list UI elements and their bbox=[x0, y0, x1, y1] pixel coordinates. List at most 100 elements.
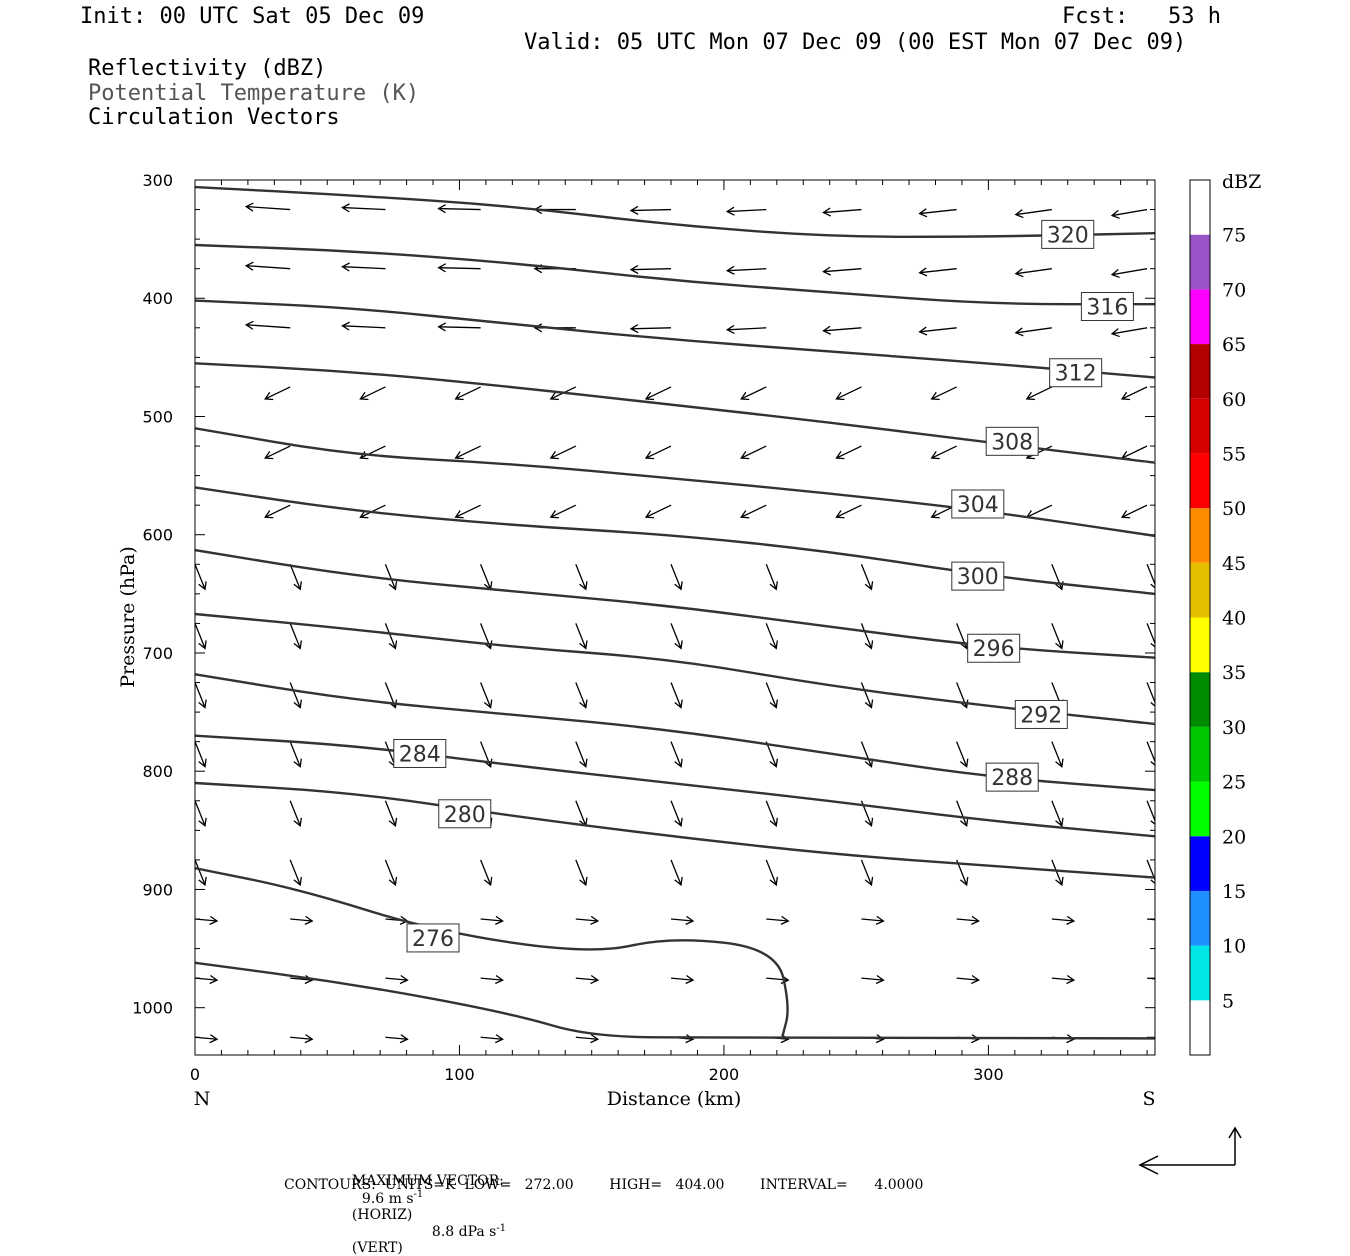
colorbar-label: 30 bbox=[1222, 717, 1246, 739]
wind-vector-head bbox=[293, 817, 302, 827]
wind-vector-head bbox=[725, 324, 735, 335]
max-vector-label: MAXIMUM VECTOR: bbox=[351, 1173, 504, 1189]
wind-vector-head bbox=[1014, 209, 1024, 219]
wind-vector-head bbox=[244, 202, 254, 212]
wind-vector-head bbox=[293, 876, 302, 887]
colorbar-swatch bbox=[1190, 672, 1210, 727]
wind-vector bbox=[1111, 268, 1148, 276]
wind-vector-head bbox=[170, 451, 178, 458]
wind-vector bbox=[575, 859, 587, 886]
wind-vector-head bbox=[437, 263, 447, 273]
init-time: Init: 00 UTC Sat 05 Dec 09 bbox=[80, 4, 425, 29]
wind-vector bbox=[195, 1036, 218, 1040]
colorbar-label: 60 bbox=[1222, 389, 1246, 411]
wind-vector bbox=[246, 265, 291, 270]
wind-vector-head bbox=[1014, 268, 1024, 278]
wind-vector bbox=[631, 268, 672, 271]
wind-vector bbox=[765, 682, 777, 708]
wind-vector bbox=[1146, 682, 1155, 705]
wind-vector bbox=[342, 325, 386, 329]
wind-vector-head bbox=[388, 581, 398, 591]
wind-vector bbox=[575, 977, 598, 981]
wind-vector bbox=[290, 918, 313, 922]
wind-vector-head bbox=[198, 581, 207, 591]
wind-vector bbox=[289, 741, 301, 767]
y-tick-label: 400 bbox=[142, 289, 173, 308]
colorbar-swatch bbox=[1190, 453, 1210, 509]
wind-vector-head bbox=[264, 451, 274, 460]
wind-vector-head bbox=[1110, 328, 1120, 338]
wind-vector-head bbox=[1150, 761, 1155, 766]
theta-contour-surface bbox=[195, 961, 1155, 1040]
wind-vector-head bbox=[1055, 640, 1064, 650]
wind-vector bbox=[931, 445, 957, 459]
wind-vector bbox=[1015, 268, 1052, 275]
wind-vector bbox=[342, 206, 386, 211]
wind-vector bbox=[919, 327, 957, 333]
wind-vector-head bbox=[769, 581, 778, 591]
field-potential-temperature: Potential Temperature (K) bbox=[88, 81, 420, 106]
wind-vector-head bbox=[244, 261, 254, 271]
wind-vector bbox=[195, 208, 196, 210]
wind-vector bbox=[727, 208, 767, 213]
colorbar-swatch bbox=[1190, 562, 1210, 618]
wind-vector bbox=[919, 268, 957, 274]
wind-vector bbox=[1146, 859, 1155, 882]
wind-vector-head bbox=[495, 915, 504, 925]
wind-vector-head bbox=[209, 1034, 219, 1044]
wind-vector-head bbox=[495, 974, 504, 985]
wind-vector-head bbox=[959, 758, 969, 768]
wind-vector bbox=[385, 1036, 408, 1040]
wind-vector bbox=[195, 505, 196, 506]
wind-vector bbox=[195, 386, 196, 388]
wind-vector bbox=[289, 564, 301, 590]
wind-vector-head bbox=[1150, 820, 1155, 825]
wind-vector bbox=[1026, 504, 1053, 518]
wind-vector bbox=[480, 1036, 503, 1040]
wind-vector bbox=[956, 741, 968, 767]
contour-label-box bbox=[438, 799, 492, 829]
colorbar-label: 5 bbox=[1222, 990, 1234, 1012]
wind-vector-head bbox=[150, 261, 157, 269]
colorbar-label: 20 bbox=[1222, 826, 1246, 848]
contour-label-box bbox=[985, 426, 1039, 456]
contour-labels: 320 316 312 308 304 300 296 292 288 284 280 276 bbox=[393, 219, 1134, 953]
wind-vector bbox=[836, 386, 862, 400]
contour-label-276: 276 bbox=[412, 927, 454, 952]
wind-vector-head bbox=[579, 699, 588, 709]
wind-vector-head bbox=[644, 451, 655, 460]
wind-vector bbox=[455, 504, 481, 518]
wind-vector-head bbox=[549, 391, 559, 401]
wind-vector bbox=[455, 386, 481, 400]
wind-vector-head bbox=[579, 581, 588, 591]
contour-label-300: 300 bbox=[957, 565, 999, 590]
wind-vector-head bbox=[864, 817, 874, 827]
wind-vector bbox=[480, 564, 492, 590]
contour-label-box bbox=[1080, 292, 1134, 322]
wind-vector bbox=[289, 682, 301, 708]
wind-vector-head bbox=[293, 640, 302, 650]
horiz-exponent: -1 bbox=[413, 1189, 424, 1200]
wind-vector bbox=[1146, 623, 1155, 645]
wind-vector bbox=[766, 918, 789, 922]
contour-label-box bbox=[967, 633, 1021, 663]
wind-vector bbox=[1147, 977, 1155, 980]
wind-vector-head bbox=[822, 266, 832, 276]
wind-vector bbox=[670, 918, 694, 922]
wind-vector-head bbox=[293, 699, 302, 709]
wind-vector-head bbox=[1120, 510, 1131, 519]
wind-vector bbox=[195, 800, 206, 827]
wind-vector bbox=[289, 623, 301, 649]
vert-exponent: -1 bbox=[496, 1222, 507, 1234]
wind-vector bbox=[1146, 800, 1155, 823]
wind-vector bbox=[195, 682, 206, 708]
wind-vector-head bbox=[685, 915, 695, 925]
wind-vector-head bbox=[264, 510, 274, 519]
x-end-label-north: N bbox=[194, 1088, 211, 1110]
wind-vector-head bbox=[533, 323, 543, 333]
wind-vector-head bbox=[1066, 915, 1076, 925]
wind-vector bbox=[645, 386, 672, 400]
wind-vector-head bbox=[725, 265, 735, 275]
wind-vector bbox=[1146, 564, 1155, 586]
field-reflectivity: Reflectivity (dBZ) bbox=[88, 56, 327, 81]
